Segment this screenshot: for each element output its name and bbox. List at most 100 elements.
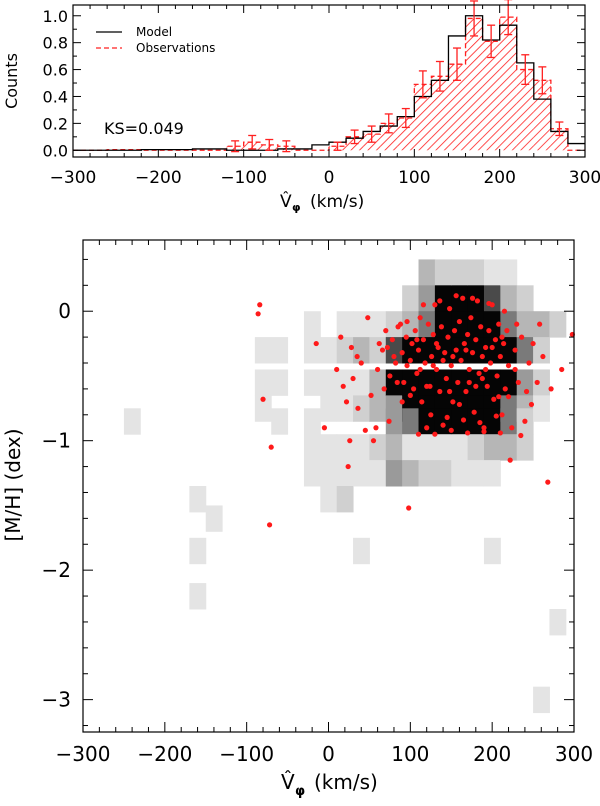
y-tick-label: −1 xyxy=(42,429,71,453)
density-cell xyxy=(369,369,387,396)
observation-point xyxy=(505,394,512,400)
observations-bar xyxy=(431,76,449,151)
observation-point xyxy=(440,357,446,364)
observation-point xyxy=(448,427,454,433)
observation-point xyxy=(466,379,472,386)
density-x-axis-symbol: V̂ xyxy=(281,770,295,794)
observation-point xyxy=(406,505,412,511)
density-cell xyxy=(500,369,518,396)
y-tick-label: 0 xyxy=(58,299,71,323)
density-cell xyxy=(369,460,387,487)
observation-point xyxy=(453,347,459,353)
density-cell xyxy=(385,337,403,364)
model-step-line xyxy=(73,15,585,151)
observation-point xyxy=(473,337,479,343)
density-cell xyxy=(369,434,387,461)
observation-point xyxy=(368,392,374,398)
observation-point xyxy=(419,399,425,405)
observation-point xyxy=(450,353,456,360)
density-heatmap xyxy=(123,259,567,714)
observation-point xyxy=(522,418,528,424)
density-cell xyxy=(320,434,338,461)
observation-point xyxy=(486,300,492,307)
density-cell xyxy=(467,369,485,396)
observation-point xyxy=(450,399,456,405)
observation-point xyxy=(528,401,535,408)
density-cell xyxy=(467,311,485,338)
observation-point xyxy=(468,315,474,321)
observation-point xyxy=(355,405,361,411)
observation-point xyxy=(440,422,446,428)
histogram-x-axis-symbol: V̂ xyxy=(280,191,292,212)
density-cell xyxy=(254,337,272,364)
density-cell xyxy=(303,460,321,487)
observation-point xyxy=(540,353,546,360)
observation-point xyxy=(512,347,518,353)
observation-point xyxy=(425,321,431,327)
density-cell xyxy=(385,408,403,435)
observation-point xyxy=(497,353,503,360)
observation-point xyxy=(545,479,551,485)
observation-point xyxy=(504,328,510,334)
density-cell xyxy=(336,395,354,422)
density-cell xyxy=(353,434,370,461)
density-cell xyxy=(549,311,567,338)
histogram-x-axis-title: V̂ φ (km/s) xyxy=(280,191,364,214)
density-cell xyxy=(369,311,387,338)
density-cell xyxy=(369,337,387,364)
observation-point xyxy=(370,438,377,444)
observation-point xyxy=(463,388,469,395)
histogram-ticks: −300 −200 −100 0 100 200 300 0.0 0.2 0.4 0.6 0.8 1.0 xyxy=(43,5,600,188)
density-cell xyxy=(467,408,485,435)
density-cell xyxy=(402,337,420,364)
density-cell xyxy=(467,259,485,286)
observation-point xyxy=(492,337,499,343)
density-cell xyxy=(434,460,452,487)
observations-bar xyxy=(516,69,534,151)
observation-point xyxy=(354,353,360,360)
histogram-panel: −300 −200 −100 0 100 200 300 0.0 0.2 0.4 0.6 0.8 1.0… xyxy=(2,0,600,214)
observation-point xyxy=(407,392,413,398)
histogram-y-axis-title: Counts xyxy=(2,53,21,109)
observation-point xyxy=(321,425,328,431)
observation-point xyxy=(384,344,391,351)
density-cell xyxy=(418,434,436,461)
density-cell xyxy=(189,537,207,565)
density-cell xyxy=(271,337,289,364)
observation-point xyxy=(451,328,458,334)
observation-point xyxy=(417,315,423,321)
observation-point xyxy=(534,379,540,386)
observation-point xyxy=(381,386,387,392)
observation-point xyxy=(266,522,273,528)
observation-point xyxy=(505,362,512,369)
observation-point xyxy=(432,431,438,437)
density-cell xyxy=(353,537,370,565)
density-cell xyxy=(385,434,403,461)
density-x-axis-title: V̂ φ (km/s) xyxy=(281,770,378,799)
observation-point xyxy=(338,334,344,340)
density-cell xyxy=(467,434,485,461)
observations-scatter xyxy=(255,293,575,528)
observation-point xyxy=(422,360,428,366)
observations-bar xyxy=(550,128,568,151)
observation-point xyxy=(537,321,543,327)
observation-point xyxy=(530,340,536,347)
observation-point xyxy=(483,344,489,351)
density-cell xyxy=(385,460,403,487)
observation-point xyxy=(428,412,434,418)
density-cell xyxy=(451,434,469,461)
density-cell xyxy=(483,259,501,286)
x-tick-label: 0 xyxy=(322,742,335,766)
observation-point xyxy=(483,366,489,373)
observation-point xyxy=(438,324,445,330)
observation-point xyxy=(404,318,410,325)
density-cell xyxy=(353,369,370,396)
observation-point xyxy=(375,366,381,373)
x-tick-label: −200 xyxy=(135,168,182,188)
x-tick-label: −300 xyxy=(56,742,111,766)
observation-point xyxy=(447,306,453,312)
legend-observations-label: Observations xyxy=(136,41,215,55)
observation-point xyxy=(509,425,515,431)
observation-point xyxy=(496,321,502,327)
